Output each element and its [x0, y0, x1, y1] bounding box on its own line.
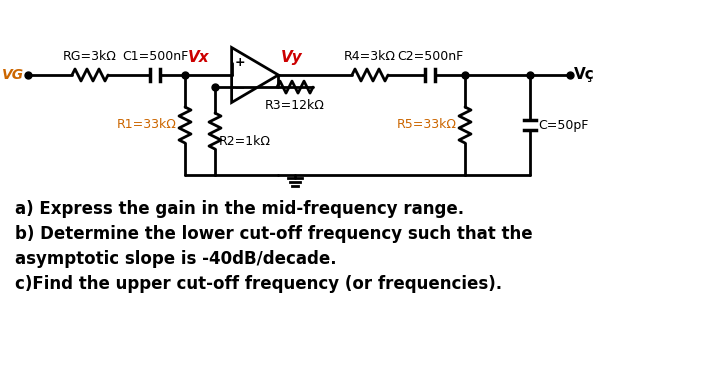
- Text: +: +: [234, 56, 245, 70]
- Text: C2=500nF: C2=500nF: [397, 50, 463, 63]
- Text: C1=500nF: C1=500nF: [122, 50, 188, 63]
- Text: C=50pF: C=50pF: [538, 119, 588, 131]
- Text: VG: VG: [2, 68, 24, 82]
- Text: b) Determine the lower cut-off frequency such that the: b) Determine the lower cut-off frequency…: [15, 225, 533, 243]
- Text: Vx: Vx: [188, 50, 210, 65]
- Text: −: −: [234, 80, 245, 94]
- Text: Vç: Vç: [574, 67, 595, 82]
- Text: a) Express the gain in the mid-frequency range.: a) Express the gain in the mid-frequency…: [15, 200, 464, 218]
- Text: R5=33kΩ: R5=33kΩ: [397, 119, 457, 131]
- Text: Vy: Vy: [280, 50, 302, 65]
- Text: R3=12kΩ: R3=12kΩ: [265, 99, 325, 112]
- Text: R1=33kΩ: R1=33kΩ: [117, 119, 177, 131]
- Text: c)Find the upper cut-off frequency (or frequencies).: c)Find the upper cut-off frequency (or f…: [15, 275, 502, 293]
- Text: R4=3kΩ: R4=3kΩ: [344, 50, 396, 63]
- Text: RG=3kΩ: RG=3kΩ: [63, 50, 117, 63]
- Text: asymptotic slope is -40dB/decade.: asymptotic slope is -40dB/decade.: [15, 250, 337, 268]
- Text: R2=1kΩ: R2=1kΩ: [219, 135, 271, 147]
